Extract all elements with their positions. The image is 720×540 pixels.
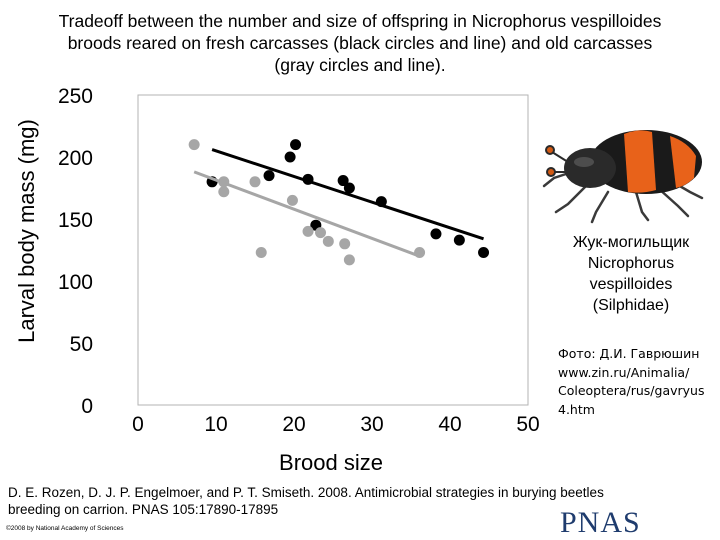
y-tick-label: 150 <box>58 209 93 232</box>
beetle-head <box>564 148 616 188</box>
slide-title: Tradeoff between the number and size of … <box>0 10 720 76</box>
data-point <box>290 139 302 151</box>
data-point <box>414 246 426 258</box>
x-tick-label: 0 <box>132 413 144 436</box>
beetle-orange-band-2 <box>670 136 696 188</box>
y-tick-label: 100 <box>58 271 93 294</box>
caption-line-2: Nicrophorus <box>587 255 675 272</box>
caption-line-4: (Silphidae) <box>592 297 670 314</box>
title-line-1: Tradeoff between the number and size of … <box>58 11 662 31</box>
data-point <box>375 196 387 208</box>
data-point <box>322 235 334 247</box>
reference-citation: D. E. Rozen, D. J. P. Engelmoer, and P. … <box>8 484 698 518</box>
data-point <box>286 194 298 206</box>
pnas-logo: PNAS <box>560 506 641 539</box>
data-point <box>315 227 327 239</box>
beetle-caption: Жук-могильщик Nicrophorus vespilloides (… <box>556 232 706 316</box>
data-point <box>218 176 230 188</box>
y-axis-title: Larval body mass (mg) <box>14 119 39 343</box>
data-point <box>478 246 490 258</box>
data-point <box>453 234 465 246</box>
x-tick-label: 10 <box>204 413 227 436</box>
data-point <box>343 182 355 194</box>
data-point <box>188 139 200 151</box>
x-axis-ticks: 0 10 20 30 40 50 <box>132 413 540 436</box>
y-tick-label: 0 <box>81 395 93 418</box>
data-point <box>343 254 355 266</box>
credit-line-1: Фото: Д.И. Гаврюшин <box>558 346 700 361</box>
trend-line <box>211 148 485 241</box>
beetle-photo <box>542 130 704 224</box>
series-layer <box>188 139 490 266</box>
data-point <box>339 238 351 250</box>
beetle-head-highlight <box>574 157 594 167</box>
data-point <box>255 246 267 258</box>
data-point <box>302 173 314 185</box>
copyright-note: ©2008 by National Academy of Sciences <box>6 525 124 532</box>
data-point <box>218 186 230 198</box>
credit-line-4: 4.htm <box>558 401 595 417</box>
trend-line <box>193 170 421 258</box>
series-old-carcasses <box>188 139 426 266</box>
title-line-2: broods reared on fresh carcasses (black … <box>67 33 653 53</box>
credit-line-2: www.zin.ru/Animalia/ <box>558 364 690 380</box>
caption-line-3: vespilloides <box>589 276 673 293</box>
y-tick-label: 50 <box>70 333 93 356</box>
beetle-antennae <box>545 145 570 177</box>
data-point <box>302 225 314 237</box>
data-point <box>249 176 261 188</box>
beetle-orange-band-1 <box>624 130 656 193</box>
caption-line-1: Жук-могильщик <box>572 234 690 251</box>
x-tick-label: 50 <box>516 413 539 436</box>
y-tick-label: 200 <box>58 147 93 170</box>
x-tick-label: 40 <box>438 413 461 436</box>
data-point <box>284 151 296 163</box>
data-point <box>337 175 349 187</box>
data-point <box>430 228 442 240</box>
reference-line-1: D. E. Rozen, D. J. P. Engelmoer, and P. … <box>8 485 604 500</box>
title-line-3: (gray circles and line). <box>274 55 446 75</box>
reference-line-2: breeding on carrion. PNAS 105:17890-1789… <box>8 502 279 517</box>
plot-area-frame <box>137 94 529 406</box>
photo-credit: Фото: Д.И. Гаврюшин www.zin.ru/Animalia/… <box>558 345 718 419</box>
data-point <box>263 170 275 182</box>
x-tick-label: 20 <box>282 413 305 436</box>
y-axis-ticks: 0 50 100 150 200 250 <box>58 85 93 418</box>
x-tick-label: 30 <box>360 413 383 436</box>
series-fresh-carcasses <box>206 139 490 258</box>
y-tick-label: 250 <box>58 85 93 108</box>
credit-line-3: Coleoptera/rus/gavryus <box>558 383 705 398</box>
x-axis-title: Brood size <box>279 450 383 475</box>
